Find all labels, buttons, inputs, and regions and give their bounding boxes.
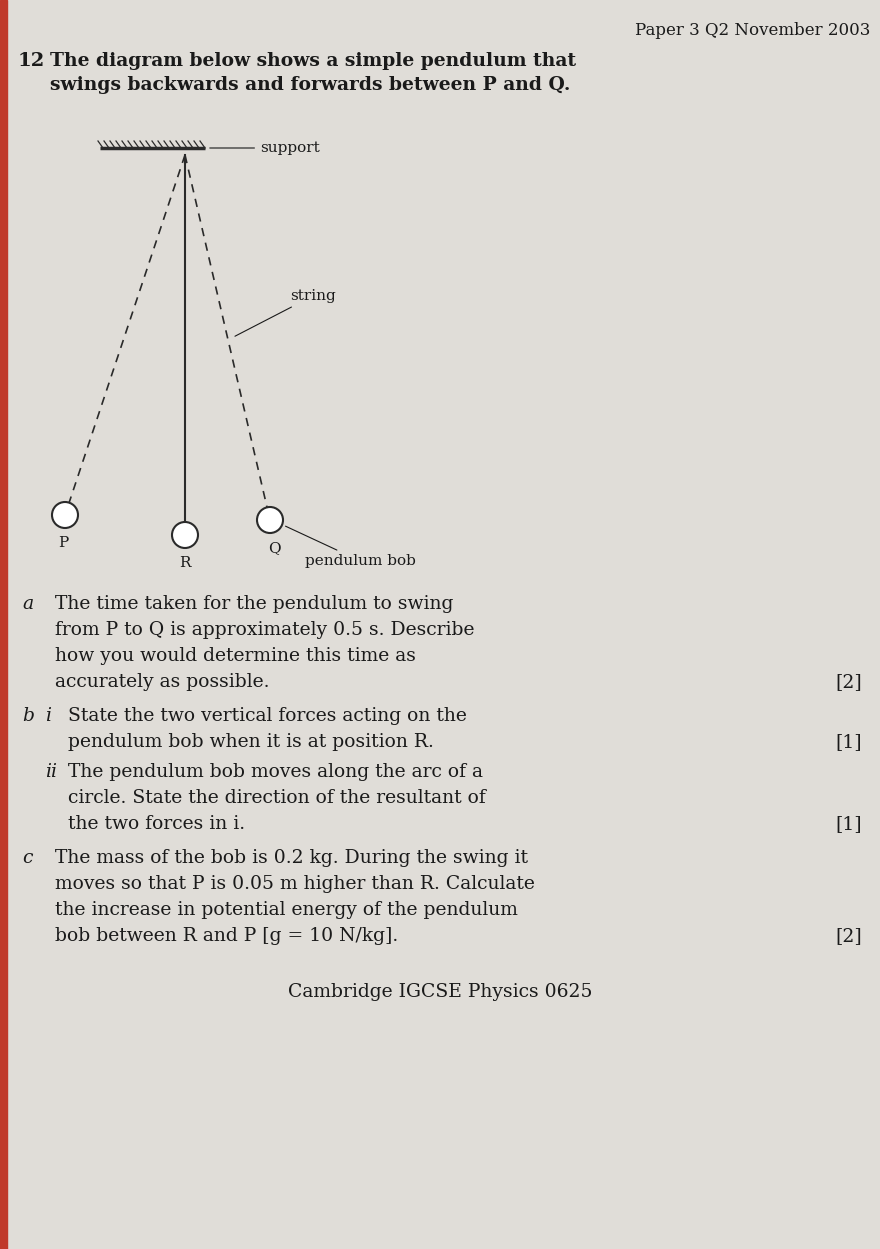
- Text: The diagram below shows a simple pendulum that: The diagram below shows a simple pendulu…: [50, 52, 576, 70]
- Text: P: P: [58, 536, 68, 550]
- Text: circle. State the direction of the resultant of: circle. State the direction of the resul…: [68, 789, 486, 807]
- Text: [2]: [2]: [835, 673, 862, 691]
- Text: [2]: [2]: [835, 927, 862, 945]
- Text: the two forces in i.: the two forces in i.: [68, 816, 246, 833]
- Text: accurately as possible.: accurately as possible.: [55, 673, 269, 691]
- Circle shape: [172, 522, 198, 548]
- Text: bob between R and P [g = 10 N/kg].: bob between R and P [g = 10 N/kg].: [55, 927, 399, 945]
- Text: The pendulum bob moves along the arc of a: The pendulum bob moves along the arc of …: [68, 763, 483, 781]
- Text: The mass of the bob is 0.2 kg. During the swing it: The mass of the bob is 0.2 kg. During th…: [55, 849, 528, 867]
- Text: how you would determine this time as: how you would determine this time as: [55, 647, 416, 664]
- Circle shape: [257, 507, 283, 533]
- Text: b: b: [22, 707, 34, 724]
- Bar: [0, 0, 7, 1249]
- Text: State the two vertical forces acting on the: State the two vertical forces acting on …: [68, 707, 467, 724]
- Text: from P to Q is approximately 0.5 s. Describe: from P to Q is approximately 0.5 s. Desc…: [55, 621, 474, 639]
- Text: ii: ii: [45, 763, 57, 781]
- Text: moves so that P is 0.05 m higher than R. Calculate: moves so that P is 0.05 m higher than R.…: [55, 876, 535, 893]
- Text: Paper 3 Q2 November 2003: Paper 3 Q2 November 2003: [634, 22, 870, 39]
- Text: support: support: [209, 141, 319, 155]
- Text: The time taken for the pendulum to swing: The time taken for the pendulum to swing: [55, 595, 453, 613]
- Text: pendulum bob when it is at position R.: pendulum bob when it is at position R.: [68, 733, 434, 751]
- Text: [1]: [1]: [835, 733, 862, 751]
- Text: a: a: [22, 595, 33, 613]
- Text: the increase in potential energy of the pendulum: the increase in potential energy of the …: [55, 901, 517, 919]
- Text: 12: 12: [18, 52, 45, 70]
- Text: [1]: [1]: [835, 816, 862, 833]
- Text: c: c: [22, 849, 33, 867]
- Text: pendulum bob: pendulum bob: [285, 526, 416, 568]
- Text: R: R: [180, 556, 191, 570]
- Text: Q: Q: [268, 541, 281, 555]
- Circle shape: [52, 502, 78, 528]
- Text: i: i: [45, 707, 51, 724]
- Text: swings backwards and forwards between P and Q.: swings backwards and forwards between P …: [50, 76, 570, 94]
- Text: string: string: [235, 289, 336, 336]
- Text: Cambridge IGCSE Physics 0625: Cambridge IGCSE Physics 0625: [288, 983, 592, 1000]
